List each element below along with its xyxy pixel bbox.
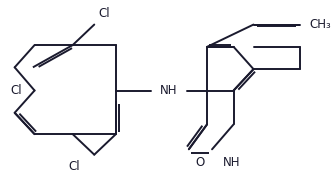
Text: CH₃: CH₃ — [309, 18, 331, 31]
Text: Cl: Cl — [10, 84, 22, 97]
Text: NH: NH — [223, 156, 241, 169]
Text: NH: NH — [160, 84, 178, 97]
Text: Cl: Cl — [69, 160, 80, 173]
Text: Cl: Cl — [98, 7, 110, 20]
Text: O: O — [196, 156, 205, 169]
